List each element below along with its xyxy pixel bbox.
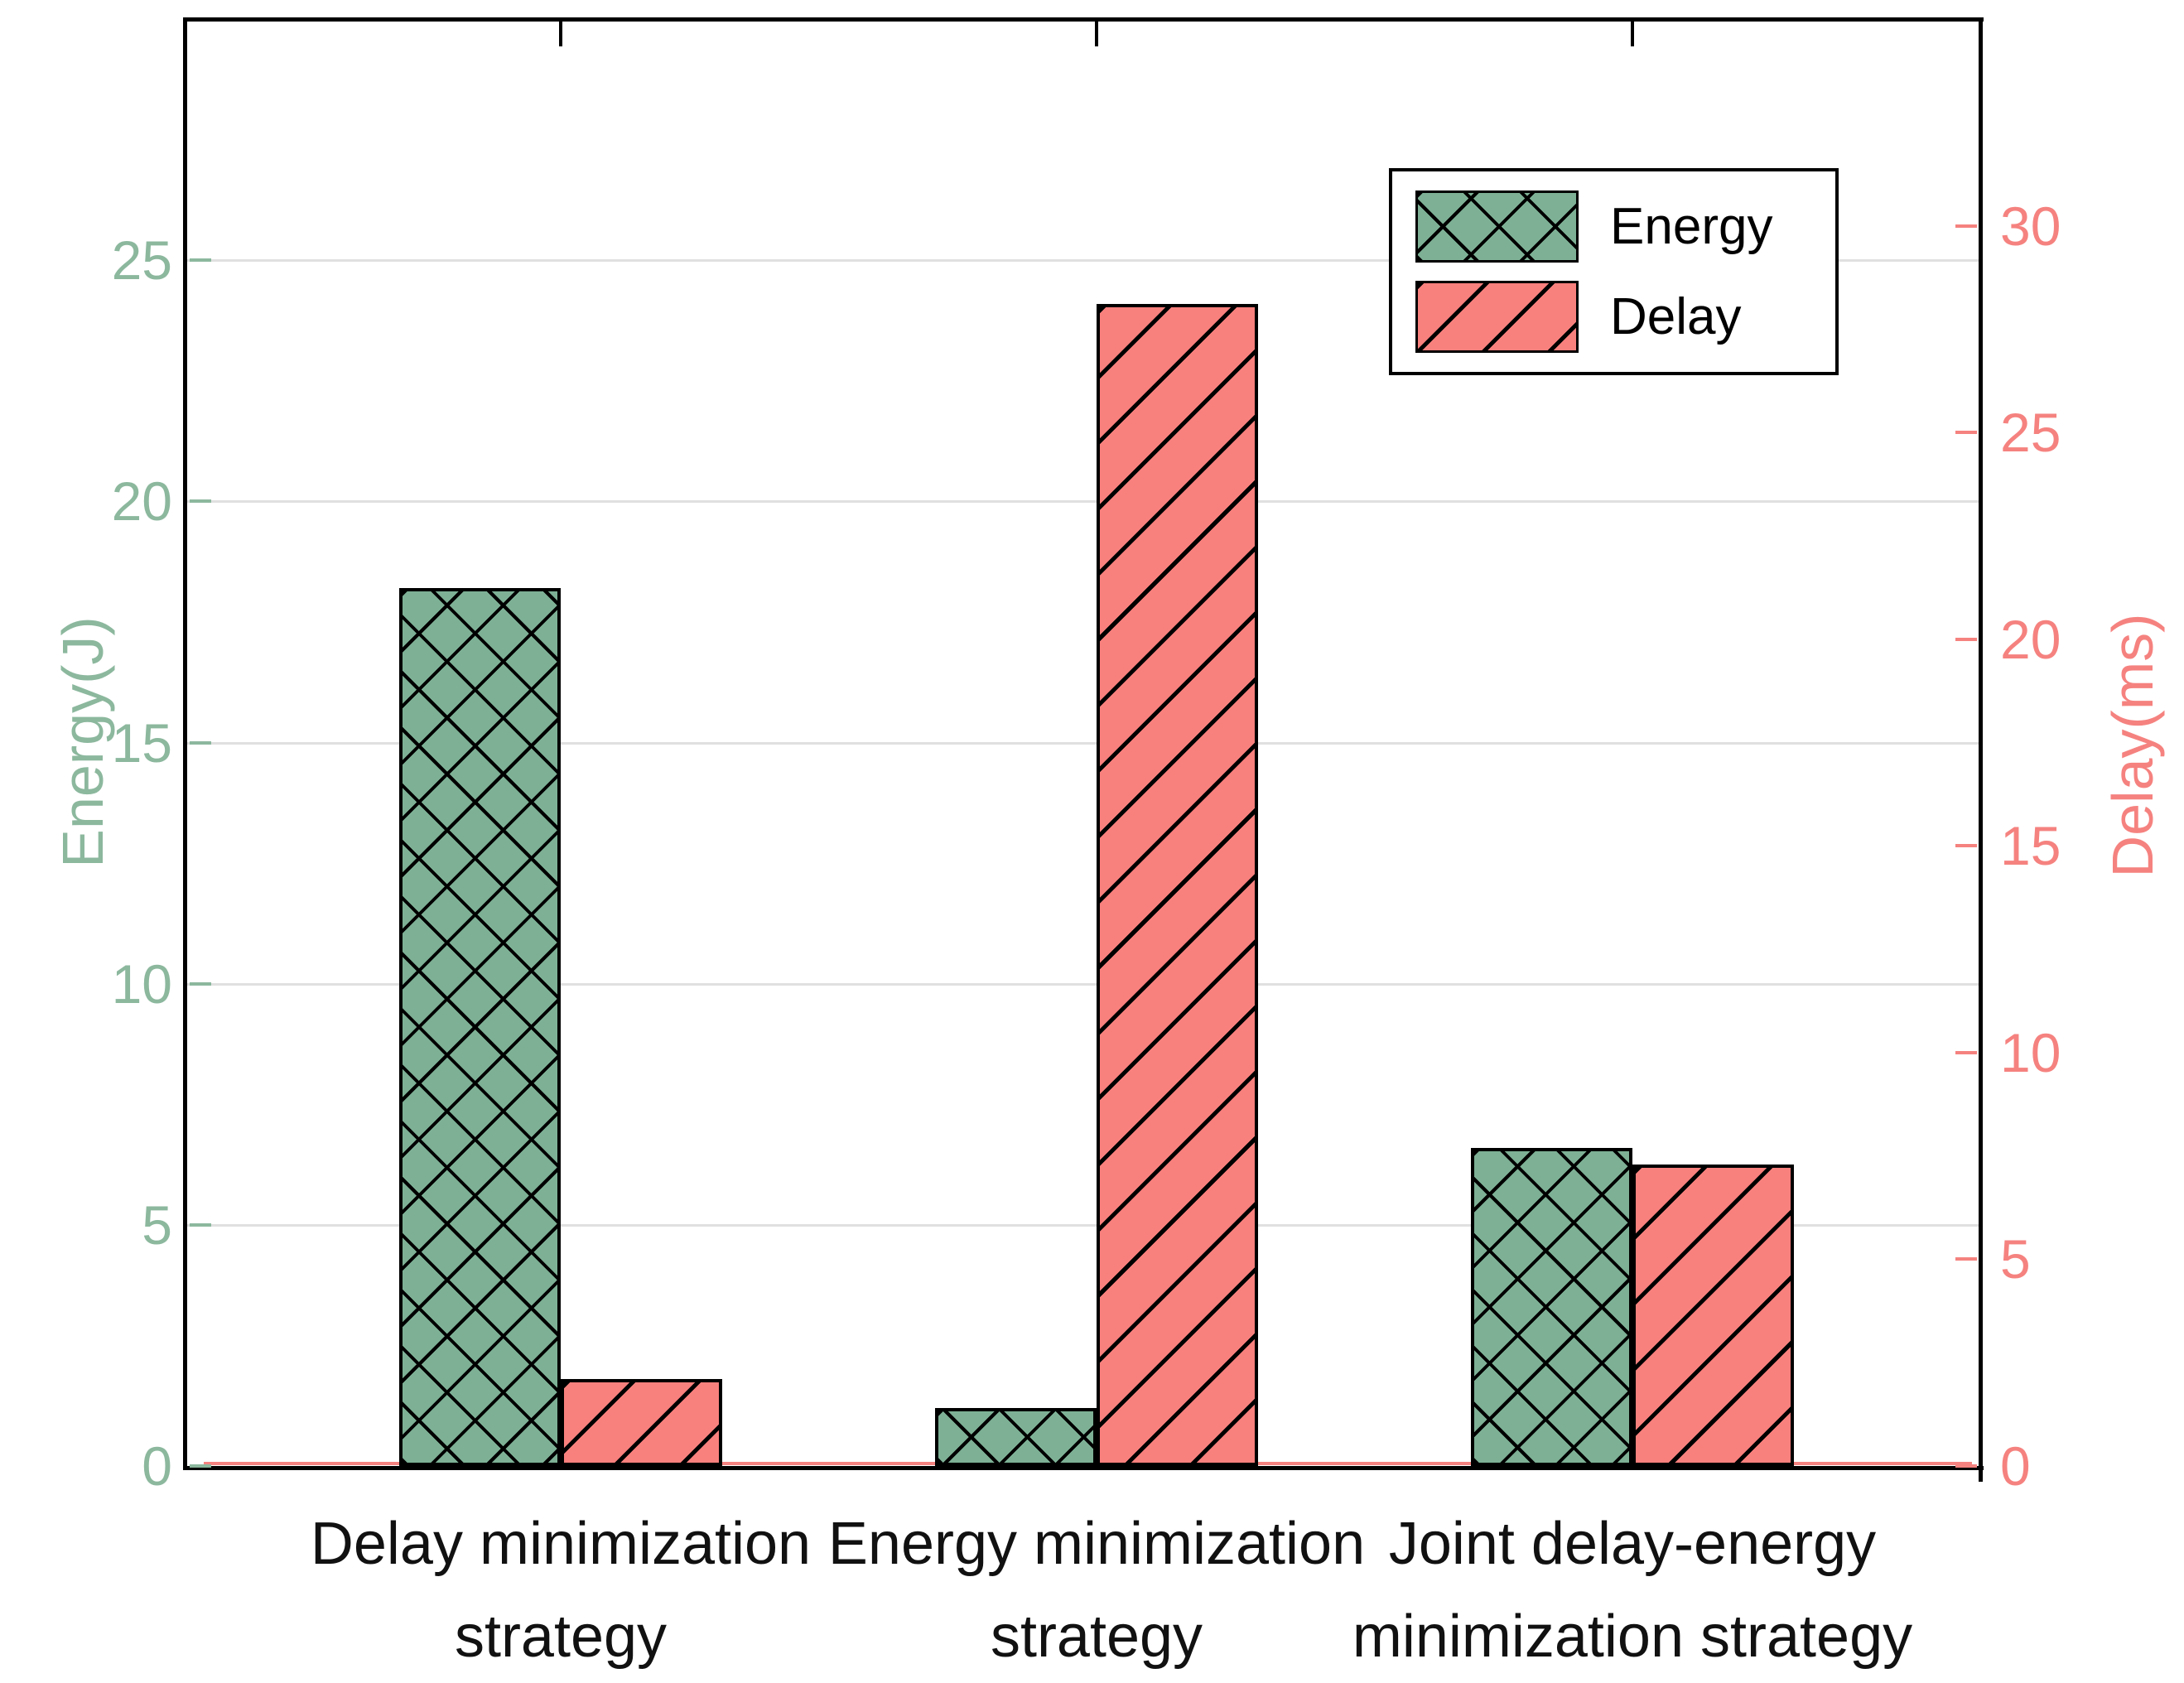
legend-item-energy: Energy — [1392, 190, 1835, 263]
y-tick-left — [190, 258, 211, 262]
bar-energy-2 — [1471, 1148, 1632, 1466]
gridline — [186, 1224, 1980, 1227]
x-tick-label-line: Joint delay-energy — [1388, 1511, 1877, 1577]
y-tick-label-left: 20 — [111, 470, 172, 532]
x-tick-top — [1095, 22, 1098, 46]
y-tick-label-left: 15 — [111, 712, 172, 774]
x-tick-label: Delay minimization strategy — [221, 1497, 900, 1683]
bar-delay-0 — [561, 1379, 722, 1466]
y-tick-right — [1955, 1464, 1977, 1468]
x-tick-bottom — [1095, 1441, 1098, 1466]
right-spine — [1979, 17, 1983, 1482]
x-tick-label: Joint delay-energy minimization strategy — [1293, 1497, 1972, 1683]
legend-label-delay: Delay — [1610, 288, 1742, 346]
x-tick-label-line: strategy — [454, 1603, 668, 1670]
y-tick-label-left: 10 — [111, 953, 172, 1015]
x-tick-label-line: minimization strategy — [1352, 1603, 1913, 1670]
bar-delay-1 — [1097, 304, 1258, 1466]
y-tick-label-right: 5 — [2000, 1228, 2031, 1290]
x-tick-label-line: strategy — [990, 1603, 1203, 1670]
y-tick-left — [190, 1464, 211, 1468]
y-tick-label-right: 15 — [2000, 815, 2061, 876]
legend-item-delay: Delay — [1392, 281, 1835, 354]
y-tick-label-right: 25 — [2000, 402, 2061, 463]
x-tick-bottom — [559, 1441, 562, 1466]
legend-swatch-delay — [1415, 281, 1579, 354]
y-tick-label-right: 10 — [2000, 1022, 2061, 1083]
x-tick-label-line: Energy minimization — [827, 1511, 1366, 1577]
y-tick-label-right: 20 — [2000, 609, 2061, 670]
y-tick-left — [190, 741, 211, 745]
gridline — [186, 983, 1980, 986]
x-tick-label-line: Delay minimization — [310, 1511, 812, 1577]
y-tick-label-left: 5 — [142, 1194, 172, 1256]
gridline — [186, 259, 1980, 262]
y-tick-left — [190, 1223, 211, 1227]
y-tick-left — [190, 982, 211, 986]
gridline — [186, 500, 1980, 503]
x-tick-bottom — [1631, 1441, 1634, 1466]
bar-energy-0 — [399, 588, 561, 1466]
top-spine — [183, 17, 1984, 22]
y-tick-right — [1955, 224, 1977, 228]
gridline — [186, 742, 1980, 745]
x-tick-top — [1631, 22, 1634, 46]
left-y-axis-label: Energy(J) — [51, 616, 115, 868]
y-tick-label-left: 0 — [142, 1435, 172, 1497]
y-tick-label-right: 0 — [2000, 1435, 2031, 1497]
right-y-axis-label: Delay(ms) — [2100, 613, 2165, 878]
y-tick-right — [1955, 638, 1977, 641]
legend-swatch-energy — [1415, 190, 1579, 263]
bar-delay-2 — [1632, 1165, 1794, 1466]
bottom-spine — [183, 1466, 1984, 1470]
bar-energy-1 — [935, 1408, 1097, 1466]
legend-label-energy: Energy — [1610, 197, 1773, 255]
x-tick-label: Energy minimization strategy — [757, 1497, 1436, 1683]
y-tick-right — [1955, 844, 1977, 847]
left-spine — [183, 17, 187, 1469]
x-tick-top — [559, 22, 562, 46]
y-tick-right — [1955, 1257, 1977, 1261]
y-tick-right — [1955, 1051, 1977, 1054]
y-tick-label-left: 25 — [111, 229, 172, 291]
y-tick-left — [190, 499, 211, 503]
legend: Energy Delay — [1389, 168, 1839, 375]
y-tick-label-right: 30 — [2000, 195, 2061, 257]
y-tick-right — [1955, 431, 1977, 434]
